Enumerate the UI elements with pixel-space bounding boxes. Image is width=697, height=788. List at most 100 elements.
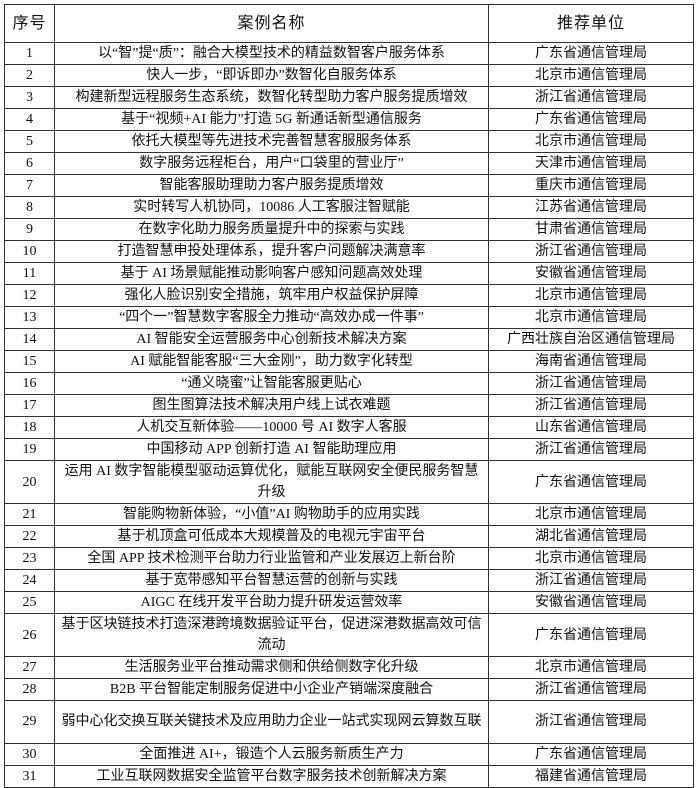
recommending-unit: 浙江省通信管理局 (488, 394, 694, 417)
row-number: 30 (4, 742, 55, 766)
table-row: 26 基于区块链技术打造深港跨境数据验证平台，促进深港数据高效可信流动 广东省通信管… (4, 613, 694, 657)
row-number: 19 (4, 438, 55, 461)
header-row: 序号 案例名称 推荐单位 (4, 4, 694, 43)
case-name: 数字服务远程柜台，用户“口袋里的营业厅” (54, 152, 489, 175)
recommending-unit: 山东省通信管理局 (488, 416, 694, 439)
recommending-unit: 广东省通信管理局 (488, 42, 694, 65)
case-name: AI 赋能智能客服“三大金刚”，助力数字化转型 (54, 350, 489, 373)
table-row: 5 依托大模型等先进技术完善智慧客服服务体系 北京市通信管理局 (4, 130, 694, 153)
case-name: 基于机顶盒可低成本大规模普及的电视元宇宙平台 (54, 525, 489, 548)
table-row: 13 “四个一”智慧数字客服全力推动“高效办成一件事” 北京市通信管理局 (4, 306, 694, 329)
table-row: 12 强化人脸识别安全措施，筑牢用户权益保护屏障 北京市通信管理局 (4, 284, 694, 307)
case-name: 运用 AI 数字智能模型驱动运算优化，赋能互联网安全便民服务智慧升级 (54, 460, 489, 504)
recommending-unit: 甘肃省通信管理局 (488, 218, 694, 241)
table-row: 10 打造智慧申投处理体系，提升客户问题解决满意率 浙江省通信管理局 (4, 240, 694, 263)
row-number: 6 (4, 152, 55, 175)
case-name: 以“智”提“质”：融合大模型技术的精益数智客户服务体系 (54, 42, 489, 65)
case-name: 依托大模型等先进技术完善智慧客服服务体系 (54, 130, 489, 153)
table-row: 16 “通义晓蜜”让智能客服更贴心 浙江省通信管理局 (4, 372, 694, 395)
row-number: 23 (4, 547, 55, 570)
row-number: 25 (4, 591, 55, 614)
case-name: 快人一步，“即诉即办”数智化自服务体系 (54, 64, 489, 87)
case-table: 序号 案例名称 推荐单位 1 以“智”提“质”：融合大模型技术的精益数智客户服务体… (4, 4, 694, 788)
row-number: 2 (4, 64, 55, 87)
recommending-unit: 浙江省通信管理局 (488, 700, 694, 744)
table-row: 19 中国移动 APP 创新打造 AI 智能助理应用 浙江省通信管理局 (4, 438, 694, 461)
case-name: 智能客服助理助力客户服务提质增效 (54, 174, 489, 197)
recommending-unit: 北京市通信管理局 (488, 64, 694, 87)
case-name: 生活服务业平台推动需求侧和供给侧数字化升级 (54, 656, 489, 679)
recommending-unit: 广东省通信管理局 (488, 742, 694, 766)
recommending-unit: 广东省通信管理局 (488, 460, 694, 504)
case-name: “四个一”智慧数字客服全力推动“高效办成一件事” (54, 306, 489, 329)
case-name: 基于“视频+AI 能力”打造 5G 新通话新型通信服务 (54, 108, 489, 131)
case-name: 弱中心化交换互联关键技术及应用助力企业一站式实现网云算数互联 (54, 700, 489, 744)
row-number: 14 (4, 328, 55, 351)
table-row: 14 AI 智能安全运营服务中心创新技术解决方案 广西壮族自治区通信管理局 (4, 328, 694, 351)
recommending-unit: 浙江省通信管理局 (488, 240, 694, 263)
row-number: 10 (4, 240, 55, 263)
table-row: 20 运用 AI 数字智能模型驱动运算优化，赋能互联网安全便民服务智慧升级 广东省通… (4, 460, 694, 504)
case-name: 全国 APP 技术检测平台助力行业监管和产业发展迈上新台阶 (54, 547, 489, 570)
row-number: 26 (4, 613, 55, 657)
recommending-unit: 浙江省通信管理局 (488, 86, 694, 109)
case-name: AIGC 在线开发平台助力提升研发运营效率 (54, 591, 489, 614)
table-row: 27 生活服务业平台推动需求侧和供给侧数字化升级 北京市通信管理局 (4, 656, 694, 679)
table-row: 9 在数字化助力服务质量提升中的探索与实践 甘肃省通信管理局 (4, 218, 694, 241)
table-row: 29 弱中心化交换互联关键技术及应用助力企业一站式实现网云算数互联 浙江省通信管理局 (4, 700, 694, 744)
recommending-unit: 海南省通信管理局 (488, 350, 694, 373)
row-number: 11 (4, 262, 55, 285)
table-row: 3 构建新型远程服务生态系统，数智化转型助力客户服务提质增效 浙江省通信管理局 (4, 86, 694, 109)
case-name: 构建新型远程服务生态系统，数智化转型助力客户服务提质增效 (54, 86, 489, 109)
header-number: 序号 (4, 4, 55, 43)
recommending-unit: 重庆市通信管理局 (488, 174, 694, 197)
recommending-unit: 安徽省通信管理局 (488, 591, 694, 614)
recommending-unit: 天津市通信管理局 (488, 152, 694, 175)
recommending-unit: 北京市通信管理局 (488, 503, 694, 526)
table-row: 21 智能购物新体验，“小值”AI 购物助手的应用实践 北京市通信管理局 (4, 503, 694, 526)
recommending-unit: 安徽省通信管理局 (488, 262, 694, 285)
recommending-unit: 北京市通信管理局 (488, 284, 694, 307)
recommending-unit: 广西壮族自治区通信管理局 (488, 328, 694, 351)
recommending-unit: 广东省通信管理局 (488, 613, 694, 657)
table-row: 28 B2B 平台智能定制服务促进中小企业产销端深度融合 浙江省通信管理局 (4, 678, 694, 701)
recommending-unit: 广东省通信管理局 (488, 108, 694, 131)
table-body: 1 以“智”提“质”：融合大模型技术的精益数智客户服务体系 广东省通信管理局 2 快人一… (4, 42, 694, 788)
row-number: 22 (4, 525, 55, 548)
row-number: 9 (4, 218, 55, 241)
case-name: 基于宽带感知平台智慧运营的创新与实践 (54, 569, 489, 592)
table-row: 6 数字服务远程柜台，用户“口袋里的营业厅” 天津市通信管理局 (4, 152, 694, 175)
case-name: 中国移动 APP 创新打造 AI 智能助理应用 (54, 438, 489, 461)
case-name: 人机交互新体验——10000 号 AI 数字人客服 (54, 416, 489, 439)
table-row: 24 基于宽带感知平台智慧运营的创新与实践 浙江省通信管理局 (4, 569, 694, 592)
row-number: 24 (4, 569, 55, 592)
case-name: 全面推进 AI+，锻造个人云服务新质生产力 (54, 742, 489, 766)
row-number: 13 (4, 306, 55, 329)
recommending-unit: 浙江省通信管理局 (488, 372, 694, 395)
case-name: 工业互联网数据安全监管平台数字服务技术创新解决方案 (54, 764, 489, 788)
row-number: 31 (4, 764, 55, 788)
recommending-unit: 江苏省通信管理局 (488, 196, 694, 219)
case-name: 强化人脸识别安全措施，筑牢用户权益保护屏障 (54, 284, 489, 307)
recommending-unit: 北京市通信管理局 (488, 547, 694, 570)
row-number: 12 (4, 284, 55, 307)
row-number: 16 (4, 372, 55, 395)
recommending-unit: 北京市通信管理局 (488, 656, 694, 679)
table-row: 1 以“智”提“质”：融合大模型技术的精益数智客户服务体系 广东省通信管理局 (4, 42, 694, 65)
table-row: 30 全面推进 AI+，锻造个人云服务新质生产力 广东省通信管理局 (4, 742, 694, 766)
table-row: 17 图生图算法技术解决用户线上试衣难题 浙江省通信管理局 (4, 394, 694, 417)
case-name: “通义晓蜜”让智能客服更贴心 (54, 372, 489, 395)
row-number: 5 (4, 130, 55, 153)
table-row: 22 基于机顶盒可低成本大规模普及的电视元宇宙平台 湖北省通信管理局 (4, 525, 694, 548)
case-name: 图生图算法技术解决用户线上试衣难题 (54, 394, 489, 417)
row-number: 18 (4, 416, 55, 439)
table-row: 18 人机交互新体验——10000 号 AI 数字人客服 山东省通信管理局 (4, 416, 694, 439)
table-row: 25 AIGC 在线开发平台助力提升研发运营效率 安徽省通信管理局 (4, 591, 694, 614)
row-number: 15 (4, 350, 55, 373)
recommending-unit: 浙江省通信管理局 (488, 438, 694, 461)
case-name: 实时转写人机协同，10086 人工客服注智赋能 (54, 196, 489, 219)
table-row: 8 实时转写人机协同，10086 人工客服注智赋能 江苏省通信管理局 (4, 196, 694, 219)
case-name: 在数字化助力服务质量提升中的探索与实践 (54, 218, 489, 241)
recommending-unit: 北京市通信管理局 (488, 306, 694, 329)
table-row: 2 快人一步，“即诉即办”数智化自服务体系 北京市通信管理局 (4, 64, 694, 87)
